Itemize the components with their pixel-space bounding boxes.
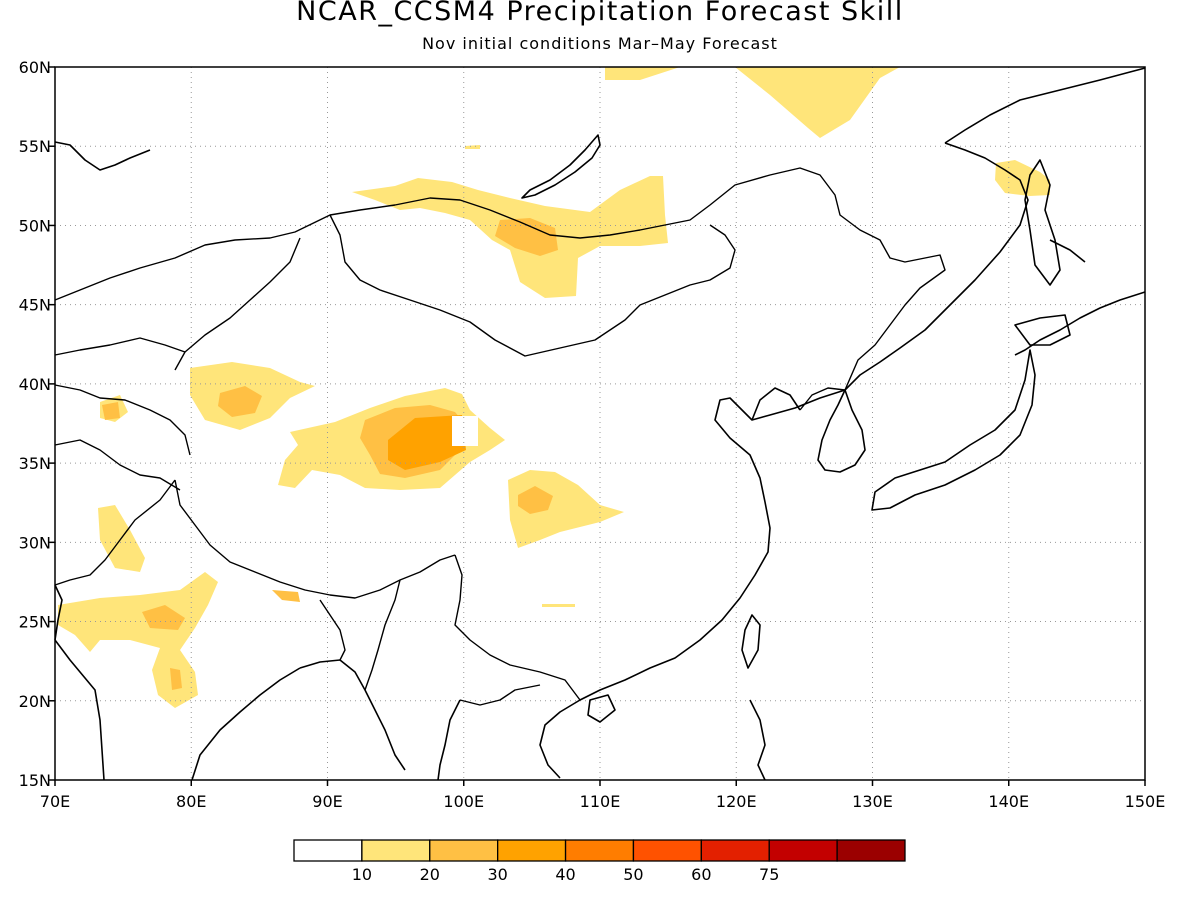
- skill-region-dot: [465, 145, 480, 149]
- coastline-sakhalin: [1024, 159, 1061, 286]
- coastline-kuril: [1049, 239, 1086, 263]
- colorbar-label: 75: [759, 865, 779, 884]
- colorbar-label: 10: [352, 865, 372, 884]
- colorbar-swatch: [836, 839, 906, 862]
- skill-region-sichuan-core: [518, 486, 553, 514]
- map-subtitle: Nov initial conditions Mar–May Forecast: [422, 34, 778, 53]
- coastline-arabian: [54, 584, 63, 641]
- x-axis-labels: 70E 80E 90E 100E 110E 120E 130E 140E 150E: [40, 780, 1166, 811]
- coastline-liaodong: [751, 387, 801, 421]
- y-tick-label: 15N: [19, 771, 51, 790]
- border-myanmar-east: [454, 554, 581, 701]
- lake-baikal: [521, 134, 601, 199]
- colorbar-label: 60: [691, 865, 711, 884]
- colorbar: 10 20 30 40 50 60 75: [293, 839, 906, 884]
- skill-region-india-core: [142, 605, 185, 630]
- border-central-asia: [54, 384, 191, 456]
- coastline-china: [579, 389, 846, 701]
- skill-region-north: [605, 67, 900, 138]
- skill-region-india-core2: [170, 668, 182, 690]
- coastline-taiwan: [741, 614, 761, 669]
- y-tick-label: 25N: [19, 613, 51, 632]
- skill-shading: [58, 67, 1050, 708]
- colorbar-swatch: [429, 839, 499, 862]
- x-tick-label: 130E: [852, 792, 893, 811]
- y-tick-label: 30N: [19, 533, 51, 552]
- colorbar-swatch: [361, 839, 431, 862]
- colorbar-label: 50: [623, 865, 643, 884]
- border-korea: [799, 387, 846, 411]
- colorbar-swatch: [497, 839, 567, 862]
- y-tick-label: 45N: [19, 296, 51, 315]
- border-kazakh-china: [174, 237, 301, 371]
- coastline-india-east: [191, 667, 301, 781]
- colorbar-swatch: [700, 839, 770, 862]
- skill-region-tibet-core: [388, 415, 466, 470]
- y-tick-label: 20N: [19, 692, 51, 711]
- x-tick-label: 150E: [1125, 792, 1166, 811]
- border-bangladesh: [319, 599, 346, 661]
- x-tick-label: 140E: [988, 792, 1029, 811]
- coastline-india-west: [54, 639, 105, 781]
- skill-region-notch: [452, 416, 478, 446]
- borders: [54, 167, 946, 706]
- x-tick-label: 120E: [716, 792, 757, 811]
- x-tick-label: 90E: [312, 792, 342, 811]
- coastline-okhotsk-south: [1014, 291, 1146, 356]
- coastline-okhotsk: [944, 67, 1146, 144]
- border-myanmar: [364, 579, 401, 691]
- skill-region-nepal: [272, 590, 300, 602]
- skill-region-west-core: [218, 386, 262, 417]
- y-axis-labels: 15N 20N 25N 30N 35N 40N 45N 50N 55N 60N: [19, 58, 55, 790]
- x-tick-label: 70E: [40, 792, 70, 811]
- coastline-philippines: [749, 699, 766, 781]
- colorbar-swatch: [293, 839, 363, 862]
- map-title: NCAR_CCSM4 Precipitation Forecast Skill: [296, 0, 904, 27]
- skill-region-india: [58, 572, 218, 708]
- y-tick-label: 60N: [19, 58, 51, 77]
- border-mongolia-china: [329, 214, 736, 357]
- x-tick-label: 110E: [580, 792, 621, 811]
- skill-region-tiny: [542, 604, 575, 607]
- coastline-caspian: [54, 141, 151, 171]
- colorbar-swatch: [768, 839, 838, 862]
- border-himalaya: [174, 479, 456, 599]
- y-tick-label: 50N: [19, 216, 51, 235]
- coastline-far-east: [844, 142, 1029, 391]
- colorbar-label: 30: [487, 865, 507, 884]
- colorbar-swatch: [564, 839, 635, 862]
- y-tick-label: 55N: [19, 137, 51, 156]
- coastline-indochina: [539, 699, 581, 779]
- colorbar-label: 40: [555, 865, 575, 884]
- coastline-bengal: [299, 659, 406, 771]
- border-afghan: [54, 439, 181, 491]
- colorbar-swatch: [632, 839, 702, 862]
- y-tick-label: 40N: [19, 375, 51, 394]
- skill-region-mongolia-core: [495, 218, 558, 256]
- border-kazakh-west: [54, 337, 186, 356]
- skill-region-pakistan-core: [102, 402, 120, 420]
- coastline-hainan: [587, 694, 616, 723]
- y-tick-label: 35N: [19, 454, 51, 473]
- border-laos: [459, 684, 541, 706]
- coastline-korea: [817, 389, 866, 473]
- x-tick-label: 100E: [443, 792, 484, 811]
- border-pak-india: [54, 479, 176, 586]
- coastline-japan: [871, 349, 1036, 511]
- coastlines: [54, 67, 1146, 781]
- border-russia-south: [54, 167, 946, 391]
- colorbar-label: 20: [420, 865, 440, 884]
- x-tick-label: 80E: [176, 792, 206, 811]
- coastline-indochina-west: [437, 699, 461, 781]
- coastline-hokkaido: [1014, 314, 1071, 346]
